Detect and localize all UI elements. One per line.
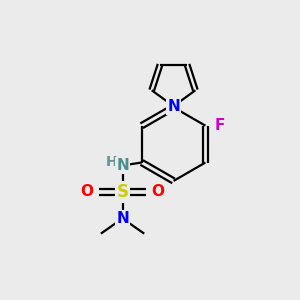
- Text: O: O: [81, 184, 94, 200]
- Text: F: F: [214, 118, 225, 133]
- Text: O: O: [152, 184, 164, 200]
- Text: N: N: [167, 99, 180, 114]
- Text: N: N: [116, 211, 129, 226]
- Text: H: H: [106, 155, 117, 169]
- Text: S: S: [116, 183, 128, 201]
- Text: N: N: [116, 158, 129, 173]
